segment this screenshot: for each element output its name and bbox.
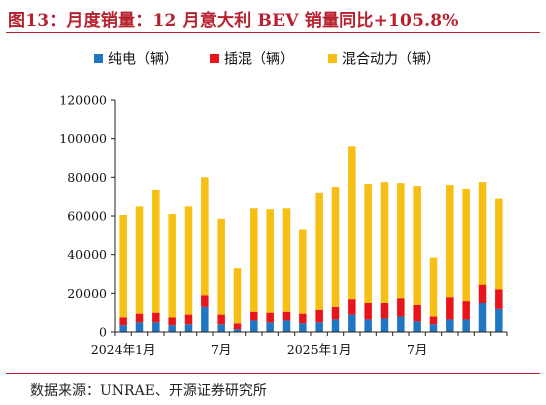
title-rule [6,32,540,33]
bar-segment-2 [250,311,258,321]
bar-segment-1 [348,314,356,332]
bar-segment-2 [282,311,291,321]
bar-segment-1 [462,319,470,332]
bar-segment-1 [413,321,421,332]
y-axis: 0 20000 40000 60000 80000 100000 120000 [59,93,116,340]
y-tick-label: 100000 [59,131,107,146]
bar-segment-1 [446,319,454,332]
y-tick-label: 60000 [67,209,107,224]
bar-segment-2 [217,314,225,325]
bar-segment-2 [413,304,421,322]
bar-segment-3 [282,208,291,312]
y-tick-label: 40000 [67,247,107,262]
x-tick-label: 7月 [211,342,231,357]
bar-segment-3 [184,206,193,315]
source-note: 数据来源：UNRAE、开源证券研究所 [30,383,267,399]
bar-segment-3 [331,187,340,307]
bar-segment-2 [201,295,209,307]
bar-segment-3 [217,218,225,315]
bar-segment-1 [135,322,144,332]
bar-segment-1 [119,325,127,332]
legend-swatch-2 [210,54,219,63]
bar-segment-3 [462,188,470,302]
bar-segment-3 [152,189,160,313]
legend-label-3: 混合动力（辆） [342,52,440,68]
bar-segment-2 [478,284,487,303]
bar-segment-1 [429,324,438,332]
bar-segment-3 [135,206,144,314]
bar-segment-1 [364,319,372,332]
bar-segment-1 [495,308,503,332]
bar-segment-2 [331,306,340,320]
bar-segment-3 [446,185,454,298]
bar-segment-2 [364,303,372,320]
x-tick-label: 2024年1月 [91,342,156,357]
bar-segment-1 [331,319,340,332]
bar-segment-2 [429,316,438,325]
bar-segment-1 [168,325,176,332]
bar-segment-1 [233,329,242,332]
bar-segment-2 [119,317,127,326]
bar-segment-1 [152,322,160,332]
bar-segment-1 [250,320,258,332]
bar-segment-2 [233,323,242,330]
bar-segment-2 [495,289,503,309]
bars [119,146,503,332]
bar-segment-3 [233,268,242,324]
bar-segment-1 [201,306,209,332]
legend-swatch-3 [328,54,337,63]
bar-segment-1 [299,323,307,332]
bar-segment-3 [168,214,176,318]
bar-segment-2 [380,303,389,319]
bar-segment-1 [217,324,225,332]
y-tick-label: 120000 [59,93,107,108]
legend-label-2: 插混（辆） [224,52,294,68]
chart-title: 图13：月度销量：12 月意大利 BEV 销量同比+105.8% [8,11,459,31]
bar-segment-3 [119,215,127,318]
bar-segment-1 [315,322,323,332]
y-tick-label: 80000 [67,170,107,185]
bar-segment-2 [135,313,144,323]
y-tick-label: 0 [99,325,107,340]
legend-label-1: 纯电（辆） [108,52,178,68]
bar-segment-2 [446,297,454,320]
bar-segment-1 [184,324,193,332]
bar-segment-3 [495,198,503,290]
bar-segment-3 [364,184,372,303]
bar-segment-3 [201,177,209,296]
bar-segment-1 [478,303,487,332]
bar-segment-2 [348,299,356,315]
x-tick-label: 7月 [407,342,427,357]
bar-segment-3 [429,257,438,317]
bar-segment-2 [315,309,323,323]
bar-segment-1 [397,316,405,332]
bar-segment-2 [168,317,176,326]
legend: 纯电（辆） 插混（辆） 混合动力（辆） [94,52,440,68]
bar-segment-2 [184,314,193,325]
bar-segment-3 [250,208,258,312]
bar-segment-2 [397,298,405,317]
bar-segment-3 [380,182,389,303]
bar-segment-1 [266,322,274,332]
bar-segment-1 [380,318,389,332]
legend-swatch-1 [94,54,103,63]
bar-segment-3 [413,186,421,305]
bar-segment-3 [478,182,487,285]
bar-segment-3 [315,192,323,310]
chart-svg: 纯电（辆） 插混（辆） 混合动力（辆） 0 20000 40000 60000 80000 1… [59,52,508,357]
bar-segment-2 [266,312,274,323]
bar-segment-3 [397,183,405,299]
bar-segment-3 [266,209,274,313]
bar-segment-1 [282,320,291,332]
bar-segment-3 [348,146,356,300]
bar-segment-3 [299,229,307,314]
bar-segment-2 [299,313,307,324]
bottom-rule [6,373,540,374]
x-axis: 2024年1月 7月 2025年1月 7月 [91,331,508,357]
bar-segment-2 [152,312,160,323]
bar-segment-2 [462,301,470,320]
y-tick-label: 20000 [67,286,107,301]
x-tick-label: 2025年1月 [287,342,352,357]
